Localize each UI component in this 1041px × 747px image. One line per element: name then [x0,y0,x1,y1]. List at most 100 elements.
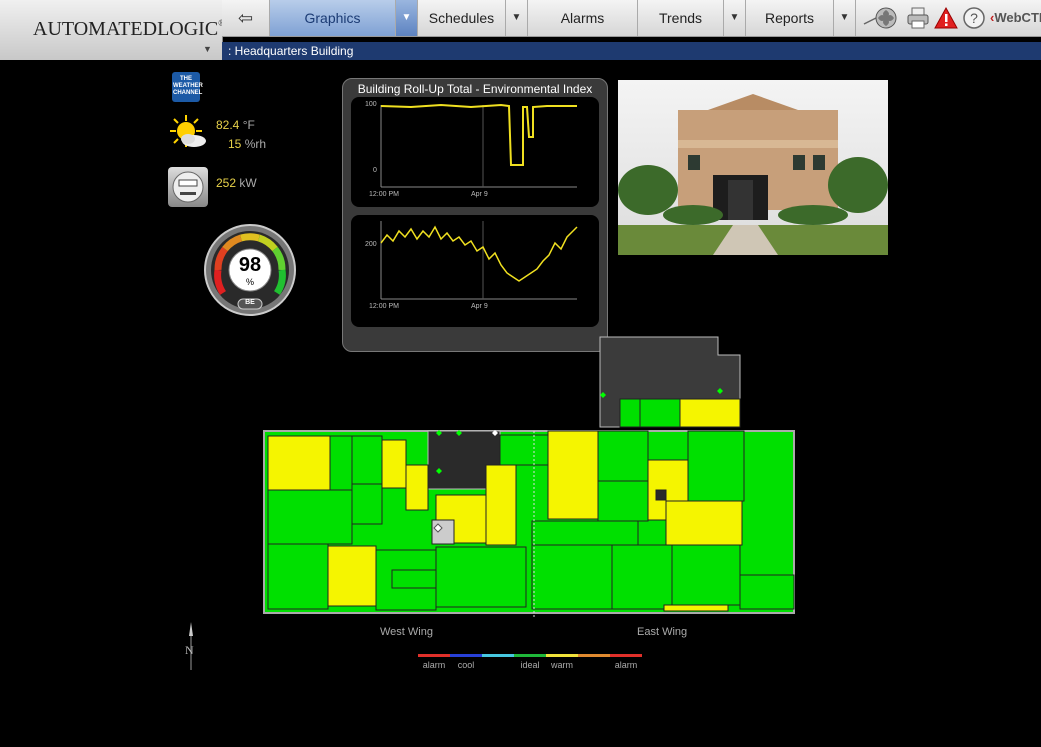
legend-label: alarm [614,660,638,670]
legend-swatch [482,654,514,657]
back-button[interactable]: ⇦ [222,0,270,36]
room-east-5[interactable] [687,430,745,502]
humidity-unit: %rh [244,137,267,151]
temperature-unit: °F [242,118,255,132]
room-east-10[interactable] [611,544,673,610]
temperature-value: 82.4 [216,118,240,132]
room-east-6[interactable] [665,500,743,546]
logo-dropdown-icon[interactable]: ▼ [203,44,212,54]
room-west-2[interactable] [329,435,353,491]
main-nav: ⇦ Graphics ▼ Schedules ▼ Alarms Trends ▼… [222,0,1041,37]
trend-panel[interactable]: Building Roll-Up Total - Environmental I… [342,78,608,352]
weather-badge-text: THE WEATHER CHANNEL [173,76,203,96]
printer-icon[interactable] [906,6,930,30]
trend-chart-value[interactable]: 200 12:00 PM Apr 9 [351,215,599,327]
room-east-13[interactable] [663,604,729,612]
logo-area: AutomatedLogic® ▼ [0,0,225,60]
app-logo[interactable]: AutomatedLogic® [33,18,225,41]
tab-trends[interactable]: Trends [638,0,724,36]
fan-icon[interactable] [862,6,900,30]
trend-chart-index[interactable]: 100 0 12:00 PM Apr 9 [351,97,599,207]
compass-label: N [185,643,194,657]
top-bar: AutomatedLogic® ▼ ⇦ Graphics ▼ Schedules… [0,0,1041,60]
room-west-6[interactable] [351,435,383,485]
chart2-y-mid: 200 [365,241,377,248]
east-wing-label[interactable]: East Wing [637,626,688,638]
room-annex-a[interactable] [619,398,641,428]
help-icon[interactable]: ? [962,6,986,30]
legend-label: cool [457,660,475,670]
legend-swatch [418,654,450,657]
brand-arrow-icon: ‹ [990,10,995,25]
compass-icon [189,622,193,670]
trend-line-index [380,103,577,166]
floor-plan[interactable] [262,335,802,617]
humidity-value: 15 [228,137,242,151]
logo-mark: ® [218,18,225,28]
tab-label: Schedules [428,10,495,26]
west-wing-label[interactable]: West Wing [380,626,433,638]
building-photo [618,80,888,255]
room-west-3[interactable] [267,489,353,545]
reports-dropdown-icon[interactable]: ▼ [834,0,856,36]
room-east-3[interactable] [597,480,649,522]
gauge-segments [214,233,286,295]
power-reading: 252 kW [216,176,257,190]
room-west-14[interactable] [431,519,455,545]
tab-schedules[interactable]: Schedules [418,0,506,36]
svg-text:?: ? [970,10,978,26]
power-value: 252 [216,176,237,190]
breadcrumb-location[interactable]: : Headquarters Building [228,44,354,58]
room-east-11[interactable] [671,544,741,606]
partly-sunny-icon [170,115,206,147]
room-west-7[interactable] [381,439,407,489]
tab-reports[interactable]: Reports [746,0,834,36]
trend-title: Building Roll-Up Total - Environmental I… [357,82,593,96]
room-east-9[interactable] [531,544,613,610]
tab-label: Trends [658,10,703,26]
room-annex-b[interactable] [639,398,681,428]
room-east-12[interactable] [739,574,795,610]
room-west-5[interactable] [327,545,377,607]
room-west-16[interactable] [391,569,437,589]
temperature-reading: 82.4 °F [216,118,255,132]
schedules-dropdown-icon[interactable]: ▼ [506,0,528,36]
room-west-10[interactable] [405,464,429,511]
legend-swatch [546,654,578,657]
brand-text: WebCTRL [994,10,1041,25]
tab-alarms[interactable]: Alarms [528,0,638,36]
room-west-13[interactable] [499,434,551,466]
room-east-7[interactable] [655,489,667,501]
room-west-8[interactable] [351,483,383,525]
chart1-y-bottom: 0 [373,167,377,174]
sensor-markers[interactable] [433,388,723,533]
room-east-8[interactable] [531,520,639,546]
gauge-value: 98 [238,254,262,276]
legend-label: warm [551,660,573,670]
room-east-1[interactable] [547,430,599,520]
alarm-warning-icon[interactable] [934,6,958,30]
tab-graphics[interactable]: Graphics [270,0,396,36]
room-west-15[interactable] [435,546,527,608]
room-west-12[interactable] [485,464,517,546]
room-annex-c[interactable] [679,398,741,428]
chart1-x-left: 12:00 PM [369,191,399,198]
graphics-dropdown-icon[interactable]: ▼ [396,0,418,36]
tab-label: Graphics [304,10,361,26]
brand-logo: ‹WebCTRL [990,10,1041,25]
gauge-unit: % [245,277,254,287]
room-west-4[interactable] [267,543,329,610]
chart1-y-top: 100 [365,101,377,108]
chart2-x-mid: Apr 9 [471,303,488,310]
power-meter-icon[interactable] [168,167,208,207]
chart1-x-mid: Apr 9 [471,191,488,198]
weather-channel-logo[interactable]: THE WEATHER CHANNEL [172,72,203,102]
humidity-reading: 15 %rh [228,137,266,151]
legend-swatch [514,654,546,657]
tab-label: Alarms [560,10,605,26]
room-east-2[interactable] [597,430,649,482]
building-efficiency-gauge[interactable] [203,223,297,317]
room-west-1[interactable] [267,435,331,491]
trends-dropdown-icon[interactable]: ▼ [724,0,746,36]
legend-swatch [578,654,610,657]
